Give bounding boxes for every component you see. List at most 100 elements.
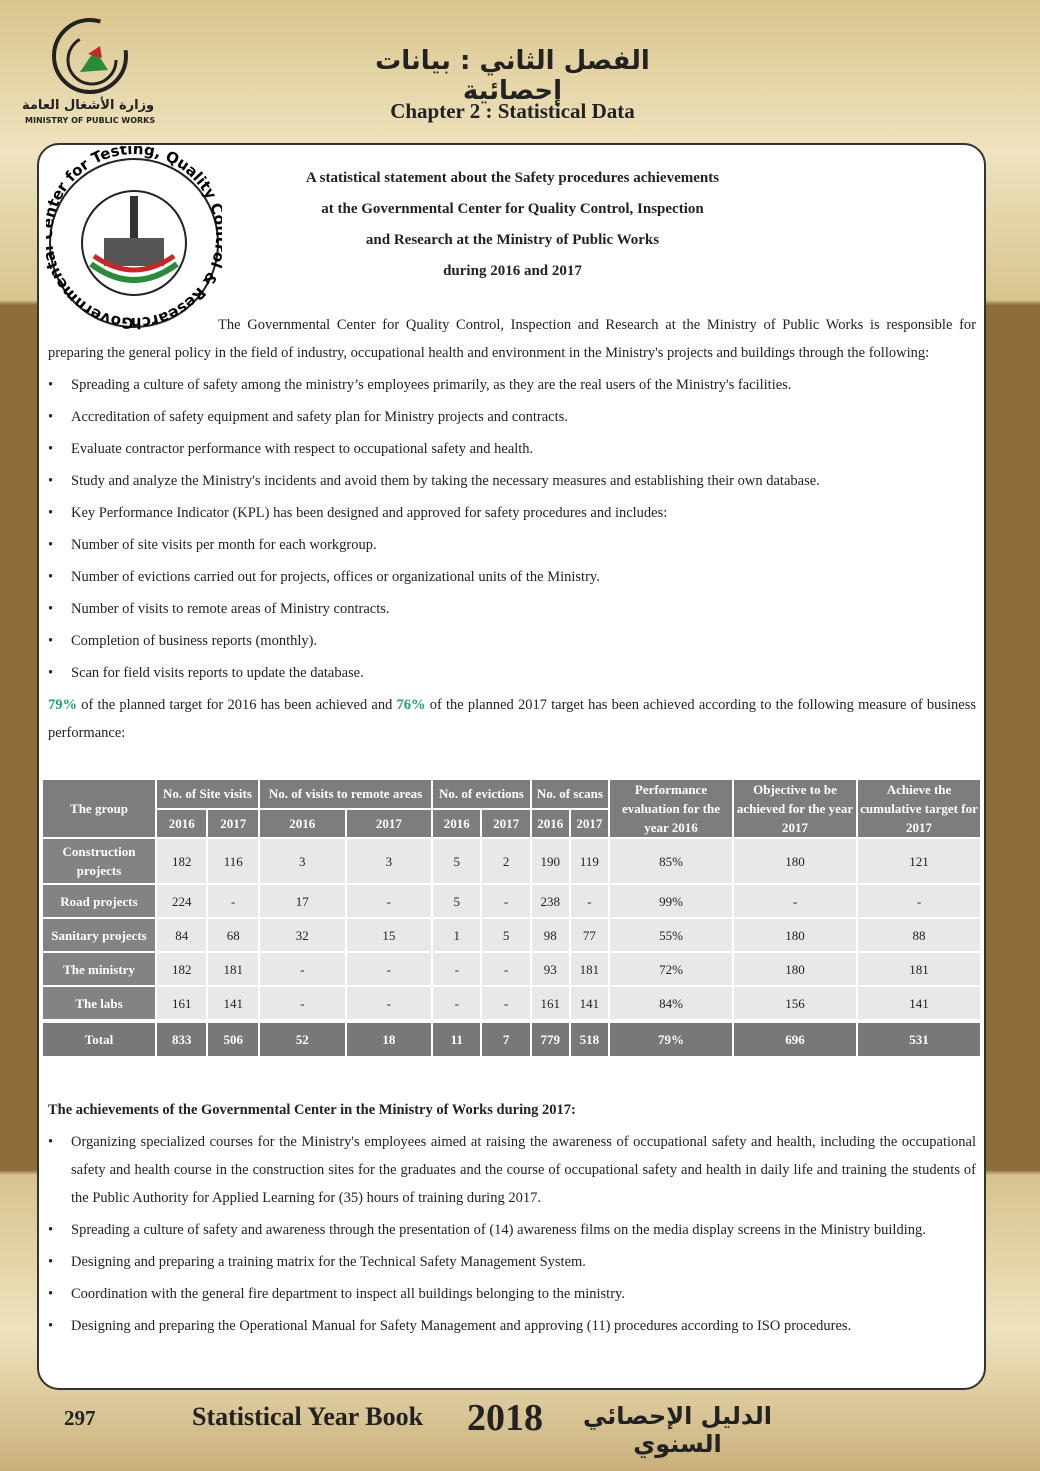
year-cell: 2017 xyxy=(346,809,432,837)
value-cell: 180 xyxy=(734,953,856,985)
value-cell: 161 xyxy=(531,987,569,1019)
value-cell: 161 xyxy=(157,987,207,1019)
value-cell: - xyxy=(346,885,432,917)
bullet-item: Designing and preparing a training matri… xyxy=(48,1248,976,1276)
value-cell: - xyxy=(482,885,530,917)
value-cell: - xyxy=(858,885,980,917)
total-cell: 506 xyxy=(208,1023,258,1056)
value-cell: 77 xyxy=(570,919,608,951)
total-cell: Total xyxy=(43,1023,155,1056)
header-cell: No. of visits to remote areas xyxy=(259,780,432,808)
value-cell: 190 xyxy=(531,839,569,883)
logo-mark xyxy=(52,18,128,94)
value-cell: 119 xyxy=(570,839,608,883)
total-cell: 518 xyxy=(570,1023,608,1056)
value-cell: 182 xyxy=(157,839,207,883)
header-cell: No. of evictions xyxy=(433,780,530,808)
value-cell: 32 xyxy=(259,919,345,951)
total-cell: 696 xyxy=(734,1023,856,1056)
table-row: Road projects 224-17-5-238-99% - - xyxy=(43,885,980,917)
table-row: Construction projects 182 116 3 3 5 2 190 119 85%… xyxy=(43,839,980,883)
value-cell: 72% xyxy=(610,953,732,985)
value-cell: 3 xyxy=(346,839,432,883)
value-cell: 180 xyxy=(734,839,856,883)
total-cell: 779 xyxy=(531,1023,569,1056)
year-cell: 2017 xyxy=(482,809,530,837)
header-row: 2016 2017 2016 2017 2016 2017 2016 2017 xyxy=(43,809,980,837)
book-title: Statistical Year Book xyxy=(192,1402,424,1431)
header-cell: Performance evaluation for the year 2016 xyxy=(610,780,732,837)
result-part: of the planned target for 2016 has been … xyxy=(81,697,393,713)
value-cell: 156 xyxy=(734,987,856,1019)
arabic-book-title: الدليل الإحصائي السنوي xyxy=(582,1402,773,1458)
statement-title: and Research at the Ministry of Public W… xyxy=(365,232,660,248)
value-cell: 5 xyxy=(433,839,481,883)
header-cell: Objective to be achieved for the year 20… xyxy=(734,780,856,837)
value-cell: 15 xyxy=(346,919,432,951)
bullet-list: Organizing specialized courses for the M… xyxy=(48,1128,976,1340)
total-row: Total 833 506 52 18 11 7 779 518 79% 696 531 xyxy=(43,1023,980,1056)
bullet-item: Coordination with the general fire depar… xyxy=(48,1280,976,1308)
group-cell: The labs xyxy=(43,987,155,1019)
value-cell: 181 xyxy=(570,953,608,985)
value-cell: 181 xyxy=(858,953,980,985)
table-row: The ministry 182 181- - - -93 181 72% 180 181 xyxy=(43,953,980,985)
bullet-item: Number of visits to remote areas of Mini… xyxy=(48,595,976,623)
pct-2017: 76% xyxy=(396,697,426,713)
bullet-item: Organizing specialized courses for the M… xyxy=(48,1128,976,1212)
total-cell: 11 xyxy=(433,1023,481,1056)
header-row: The group No. of Site visits No. of visits… xyxy=(43,780,980,837)
value-cell: 84% xyxy=(610,987,732,1019)
value-cell: - xyxy=(433,953,481,985)
value-cell: - xyxy=(208,885,258,917)
value-cell: 99% xyxy=(610,885,732,917)
value-cell: - xyxy=(346,987,432,1019)
year-cell: 2017 xyxy=(570,809,608,837)
value-cell: 88 xyxy=(858,919,980,951)
value-cell: - xyxy=(734,885,856,917)
value-cell: - xyxy=(482,987,530,1019)
bullet-item: Study and analyze the Ministry's inciden… xyxy=(48,467,976,495)
value-cell: 93 xyxy=(531,953,569,985)
bullet-item: Completion of business reports (monthly)… xyxy=(48,627,976,655)
value-cell: 85% xyxy=(610,839,732,883)
bullet-list: Spreading a culture of safety among the … xyxy=(48,371,976,687)
value-cell: 98 xyxy=(531,919,569,951)
data-table: The group No. of Site visits No. of visits… xyxy=(41,778,982,1058)
value-cell: 55% xyxy=(610,919,732,951)
year-cell: 2016 xyxy=(259,809,345,837)
statement-title: A statistical statement about the Safety… xyxy=(305,170,720,186)
total-cell: 79% xyxy=(610,1023,732,1056)
header-cell: The group xyxy=(43,780,155,837)
achievements: The achievements of the Governmental Cen… xyxy=(48,1096,976,1344)
header-cell: No. of Site visits xyxy=(157,780,258,808)
seal: Governmental Center for Testing, Quality… xyxy=(46,146,222,332)
group-cell: Construction projects xyxy=(43,839,155,883)
value-cell: 3 xyxy=(259,839,345,883)
bullet-item: Number of site visits per month for each… xyxy=(48,531,976,559)
year-cell: 2016 xyxy=(433,809,481,837)
value-cell: 68 xyxy=(208,919,258,951)
group-cell: Sanitary projects xyxy=(43,919,155,951)
year-cell: 2017 xyxy=(208,809,258,837)
achievements-heading: The achievements of the Governmental Cen… xyxy=(48,1102,576,1118)
total-cell: 833 xyxy=(157,1023,207,1056)
value-cell: 141 xyxy=(570,987,608,1019)
total-cell: 18 xyxy=(346,1023,432,1056)
value-cell: 141 xyxy=(208,987,258,1019)
bullet-item: Designing and preparing the Operational … xyxy=(48,1312,976,1340)
value-cell: 182 xyxy=(157,953,207,985)
bullet-item: Key Performance Indicator (KPL) has been… xyxy=(48,499,976,527)
value-cell: - xyxy=(433,987,481,1019)
total-cell: 531 xyxy=(858,1023,980,1056)
statement-title: during 2016 and 2017 xyxy=(443,263,582,279)
value-cell: - xyxy=(259,987,345,1019)
header-cell: No. of scans xyxy=(531,780,608,808)
bullet-item: Spreading a culture of safety and awaren… xyxy=(48,1216,976,1244)
book-year: 2018 xyxy=(467,1397,543,1439)
value-cell: 84 xyxy=(157,919,207,951)
header-cell: Achieve the cumulative target for 2017 xyxy=(858,780,980,837)
statement-title: at the Governmental Center for Quality C… xyxy=(321,201,704,217)
group-cell: Road projects xyxy=(43,885,155,917)
